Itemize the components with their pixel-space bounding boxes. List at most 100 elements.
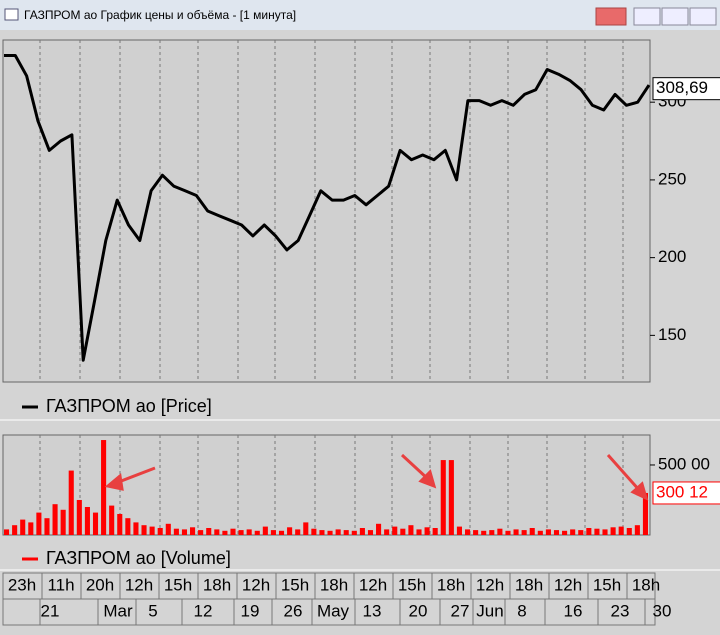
volume-bar xyxy=(222,530,228,535)
volume-bar xyxy=(133,522,139,535)
volume-bar xyxy=(359,527,365,535)
volume-bar xyxy=(384,529,390,535)
hour-label: 18h xyxy=(437,575,465,594)
volume-bar xyxy=(424,527,430,535)
date-label: 27 xyxy=(451,601,470,620)
volume-bar xyxy=(270,530,276,535)
volume-bar xyxy=(149,526,155,535)
volume-bar xyxy=(570,529,576,535)
volume-bar xyxy=(464,529,471,535)
volume-bar xyxy=(473,530,479,535)
date-label: May xyxy=(317,601,350,620)
volume-bar xyxy=(109,505,115,535)
hour-label: 18h xyxy=(203,575,231,594)
hour-label: 11h xyxy=(47,575,74,594)
hour-label: 12h xyxy=(125,575,153,594)
volume-bar xyxy=(456,526,462,535)
hour-label: 18h xyxy=(515,575,543,594)
last-value-box xyxy=(652,481,720,505)
volume-bar xyxy=(92,512,99,535)
volume-bar xyxy=(578,530,584,535)
volume-bar xyxy=(335,529,341,535)
date-label: 19 xyxy=(241,601,260,620)
arrow xyxy=(400,453,430,481)
volume-bar xyxy=(311,528,317,535)
price-line xyxy=(4,54,651,362)
date-label: 30 xyxy=(653,601,672,620)
volume-bar xyxy=(545,529,551,535)
volume-bar xyxy=(101,440,107,535)
volume-bar xyxy=(529,527,535,535)
volume-bar xyxy=(562,530,568,535)
volume-bar xyxy=(594,528,600,535)
last-value-label: 308,69 xyxy=(656,78,708,97)
volume-bar xyxy=(408,525,414,535)
volume-bar xyxy=(626,527,632,535)
volume-bar xyxy=(4,529,10,535)
volume-bar xyxy=(173,528,179,535)
volume-bar xyxy=(190,527,196,535)
volume-bar xyxy=(634,525,640,535)
legend-label: ГАЗПРОМ ао [Price] xyxy=(46,396,212,416)
volume-bar xyxy=(505,530,511,535)
y-tick-label: 500 00 xyxy=(658,454,710,473)
volume-bar xyxy=(432,527,438,535)
volume-bar xyxy=(287,527,293,535)
date-label: Mar xyxy=(103,601,133,620)
annotations xyxy=(104,453,649,501)
volume-bar xyxy=(351,530,357,535)
volume-bar xyxy=(84,506,90,535)
volume-bar xyxy=(367,530,374,535)
volume-bar xyxy=(376,523,382,535)
hour-label: 12h xyxy=(242,575,270,594)
hour-label: 12h xyxy=(359,575,387,594)
hour-label: 18h xyxy=(320,575,348,594)
date-label: 13 xyxy=(363,601,382,620)
maximize-button[interactable] xyxy=(661,7,689,26)
date-label: 16 xyxy=(564,601,583,620)
volume-bar xyxy=(76,499,82,535)
volume-bar xyxy=(327,530,333,535)
volume-bar xyxy=(448,460,454,535)
y-tick-label: 150 xyxy=(658,325,686,344)
volume-bar xyxy=(497,528,503,535)
close-button[interactable] xyxy=(689,7,717,26)
volume-bar xyxy=(12,525,18,535)
volume-bar xyxy=(416,529,422,535)
y-tick-label: 250 xyxy=(658,169,686,188)
volume-bar xyxy=(52,504,58,535)
volume-bar xyxy=(246,529,252,535)
volume-bar xyxy=(489,530,495,535)
date-label: 26 xyxy=(284,601,303,620)
arrow xyxy=(606,454,642,492)
pin-button[interactable] xyxy=(595,7,627,26)
volume-bar xyxy=(198,530,204,535)
volume-bar xyxy=(343,530,349,535)
volume-bar xyxy=(319,530,325,535)
minimize-button[interactable] xyxy=(633,7,661,26)
hour-label: 15h xyxy=(593,575,621,594)
hour-label: 12h xyxy=(554,575,582,594)
volume-bar xyxy=(537,530,543,535)
volume-bar xyxy=(586,527,592,535)
volume-bar xyxy=(295,529,301,535)
volume-bar xyxy=(481,530,487,535)
hour-label: 15h xyxy=(164,575,192,594)
date-label: 20 xyxy=(409,601,428,620)
volume-bar xyxy=(165,523,171,535)
volume-bar xyxy=(642,492,648,535)
hour-label: 15h xyxy=(398,575,426,594)
volume-bar xyxy=(303,522,309,535)
volume-bar xyxy=(610,527,616,535)
volume-bar xyxy=(141,525,147,535)
y-tick-label: 200 xyxy=(658,247,686,266)
volume-bar xyxy=(440,460,446,535)
volume-bar xyxy=(513,529,519,535)
last-value-label: 300 12 xyxy=(656,482,708,501)
arrowhead xyxy=(104,473,124,491)
window-title: ГАЗПРОМ ао График цены и объёма - [1 мин… xyxy=(24,8,296,22)
volume-bar xyxy=(68,470,74,535)
volume-bar xyxy=(125,518,131,535)
volume-bar xyxy=(214,529,220,535)
legend-label: ГАЗПРОМ ао [Volume] xyxy=(46,548,231,568)
